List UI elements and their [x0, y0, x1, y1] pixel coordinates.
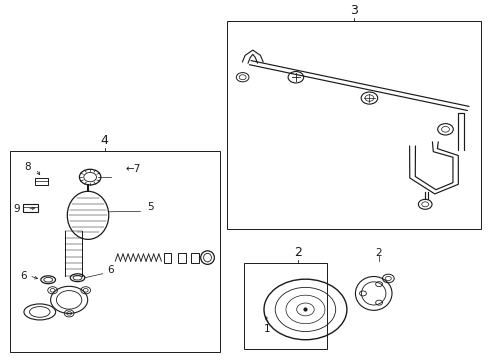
- Text: 6: 6: [107, 265, 113, 275]
- Bar: [178, 253, 185, 262]
- Text: 6: 6: [20, 271, 27, 281]
- Text: 3: 3: [349, 4, 357, 17]
- Text: 1: 1: [264, 324, 270, 334]
- Text: 9: 9: [13, 204, 20, 214]
- Bar: [35, 178, 48, 185]
- Text: 4: 4: [101, 134, 108, 147]
- Bar: [190, 253, 198, 262]
- Bar: [163, 253, 171, 262]
- Bar: [10, 151, 220, 352]
- Text: 2: 2: [374, 248, 381, 258]
- Text: 8: 8: [24, 162, 30, 172]
- Bar: [244, 263, 327, 348]
- Text: 2: 2: [294, 246, 302, 259]
- Text: ←7: ←7: [125, 164, 141, 174]
- Text: 5: 5: [146, 202, 153, 212]
- Bar: [22, 204, 38, 212]
- Bar: [227, 21, 480, 229]
